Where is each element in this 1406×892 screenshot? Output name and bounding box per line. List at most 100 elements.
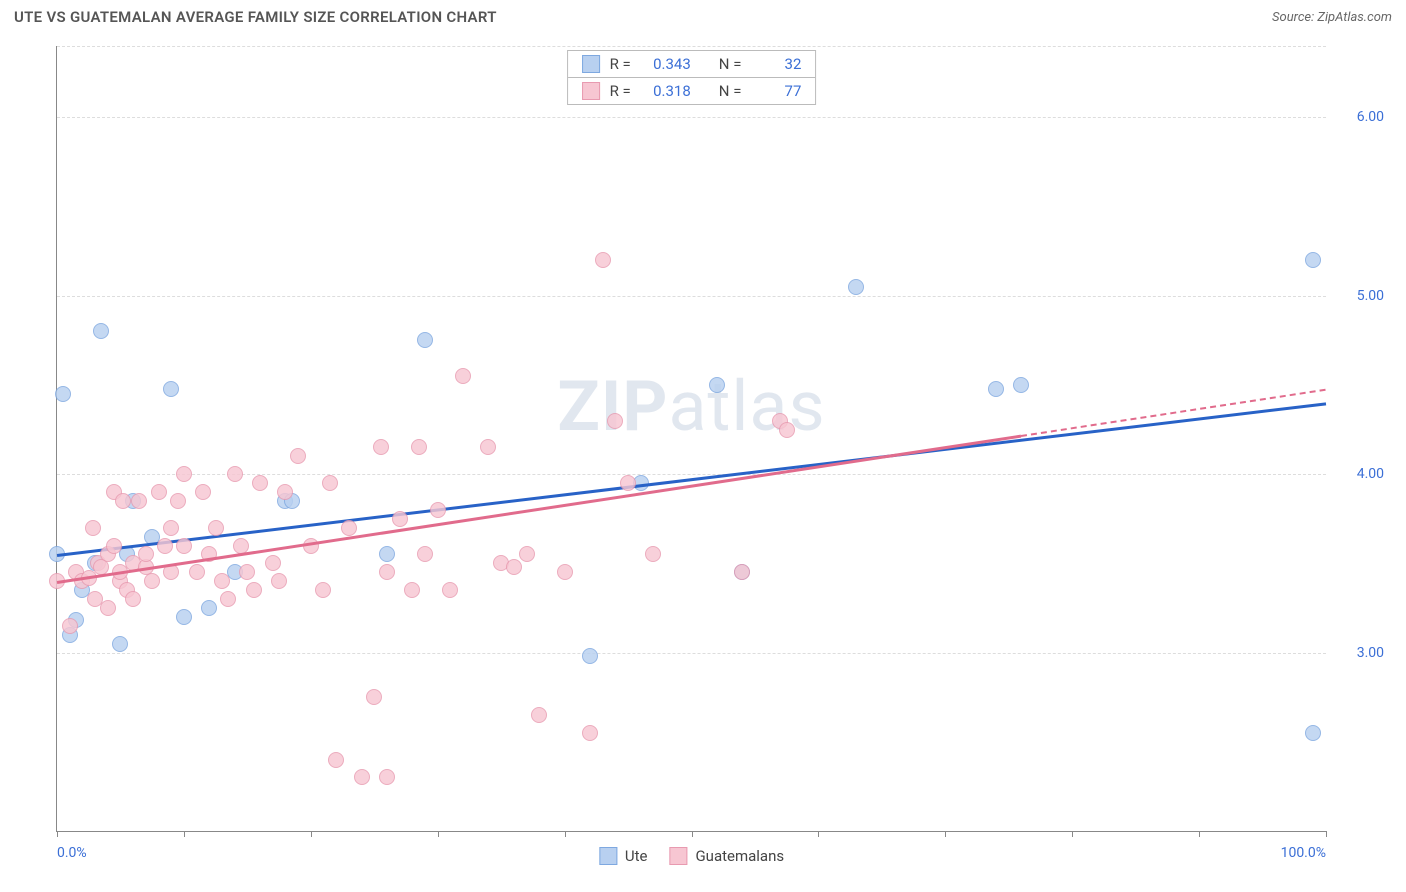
- chart-container: Average Family Size ZIPatlas R = 0.343 N…: [14, 40, 1392, 878]
- data-point: [201, 600, 217, 616]
- data-point: [595, 252, 611, 268]
- trend-line: [57, 403, 1326, 557]
- data-point: [62, 618, 78, 634]
- data-point: [1305, 252, 1321, 268]
- data-point: [620, 475, 636, 491]
- data-point: [144, 573, 160, 589]
- data-point: [328, 752, 344, 768]
- legend-swatch-guatemalans: [669, 847, 687, 865]
- legend-swatch-ute: [599, 847, 617, 865]
- gridline: [57, 653, 1326, 654]
- trend-line: [57, 435, 1022, 584]
- data-point: [163, 381, 179, 397]
- data-point: [582, 648, 598, 664]
- data-point: [170, 493, 186, 509]
- data-point: [1305, 725, 1321, 741]
- stats-legend: R = 0.343 N = 32 R = 0.318 N = 77: [567, 50, 817, 105]
- data-point: [112, 636, 128, 652]
- data-point: [265, 555, 281, 571]
- x-axis-min: 0.0%: [57, 845, 87, 861]
- data-point: [455, 368, 471, 384]
- data-point: [709, 377, 725, 393]
- data-point: [315, 582, 331, 598]
- data-point: [208, 520, 224, 536]
- data-point: [480, 439, 496, 455]
- data-point: [506, 559, 522, 575]
- data-point: [531, 707, 547, 723]
- data-point: [138, 546, 154, 562]
- data-point: [519, 546, 535, 562]
- stats-row-ute: R = 0.343 N = 32: [568, 51, 816, 77]
- data-point: [290, 448, 306, 464]
- xtick: [1072, 831, 1073, 837]
- data-point: [176, 466, 192, 482]
- x-axis-max: 100.0%: [1281, 845, 1326, 861]
- data-point: [779, 422, 795, 438]
- data-point: [1013, 377, 1029, 393]
- data-point: [277, 484, 293, 500]
- swatch-ute: [582, 55, 600, 73]
- data-point: [100, 600, 116, 616]
- chart-title: UTE VS GUATEMALAN AVERAGE FAMILY SIZE CO…: [14, 8, 497, 26]
- data-point: [582, 725, 598, 741]
- xtick: [57, 831, 58, 837]
- gridline: [57, 117, 1326, 118]
- xtick: [945, 831, 946, 837]
- ytick-label: 6.00: [1334, 109, 1384, 125]
- data-point: [220, 591, 236, 607]
- data-point: [125, 591, 141, 607]
- ytick-label: 4.00: [1334, 466, 1384, 482]
- xtick: [184, 831, 185, 837]
- data-point: [430, 502, 446, 518]
- data-point: [392, 511, 408, 527]
- gridline: [57, 46, 1326, 47]
- data-point: [848, 279, 864, 295]
- data-point: [106, 538, 122, 554]
- xtick: [1326, 831, 1327, 837]
- bottom-legend: Ute Guatemalans: [599, 847, 784, 865]
- data-point: [645, 546, 661, 562]
- data-point: [442, 582, 458, 598]
- data-point: [227, 466, 243, 482]
- gridline: [57, 296, 1326, 297]
- data-point: [214, 573, 230, 589]
- data-point: [115, 493, 131, 509]
- data-point: [271, 573, 287, 589]
- ytick-label: 5.00: [1334, 288, 1384, 304]
- data-point: [131, 493, 147, 509]
- gridline: [57, 474, 1326, 475]
- data-point: [557, 564, 573, 580]
- data-point: [93, 323, 109, 339]
- data-point: [55, 386, 71, 402]
- data-point: [379, 564, 395, 580]
- legend-item-guatemalans: Guatemalans: [669, 847, 784, 865]
- data-point: [379, 546, 395, 562]
- data-point: [176, 538, 192, 554]
- data-point: [163, 520, 179, 536]
- plot-area: ZIPatlas R = 0.343 N = 32 R = 0.318 N = …: [56, 46, 1326, 832]
- xtick: [818, 831, 819, 837]
- data-point: [85, 520, 101, 536]
- data-point: [366, 689, 382, 705]
- data-point: [373, 439, 389, 455]
- data-point: [157, 538, 173, 554]
- data-point: [195, 484, 211, 500]
- data-point: [239, 564, 255, 580]
- legend-item-ute: Ute: [599, 847, 648, 865]
- data-point: [734, 564, 750, 580]
- data-point: [322, 475, 338, 491]
- data-point: [246, 582, 262, 598]
- data-point: [252, 475, 268, 491]
- xtick: [311, 831, 312, 837]
- stats-row-guatemalans: R = 0.318 N = 77: [568, 77, 816, 104]
- xtick: [1199, 831, 1200, 837]
- data-point: [404, 582, 420, 598]
- ytick-label: 3.00: [1334, 645, 1384, 661]
- data-point: [189, 564, 205, 580]
- source-label: Source: ZipAtlas.com: [1272, 10, 1392, 25]
- data-point: [341, 520, 357, 536]
- data-point: [411, 439, 427, 455]
- data-point: [607, 413, 623, 429]
- swatch-guatemalans: [582, 82, 600, 100]
- xtick: [565, 831, 566, 837]
